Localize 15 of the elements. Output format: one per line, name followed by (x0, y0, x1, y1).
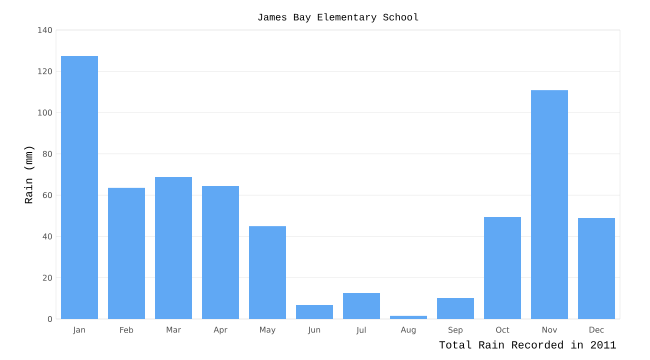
bar (578, 218, 616, 319)
bar (343, 292, 380, 319)
bar (155, 176, 192, 319)
bar (531, 90, 568, 319)
x-axis-title: Total Rain Recorded in 2011 (439, 340, 616, 349)
bar (249, 226, 286, 319)
bar (390, 316, 428, 319)
bar (296, 304, 334, 319)
bar (484, 217, 522, 319)
bar (202, 186, 240, 319)
bar (108, 188, 146, 319)
chart-title: James Bay Elementary School (258, 13, 418, 22)
bar (61, 56, 98, 319)
bar (437, 298, 474, 319)
y-axis-title: Rain (mm) (24, 146, 34, 204)
